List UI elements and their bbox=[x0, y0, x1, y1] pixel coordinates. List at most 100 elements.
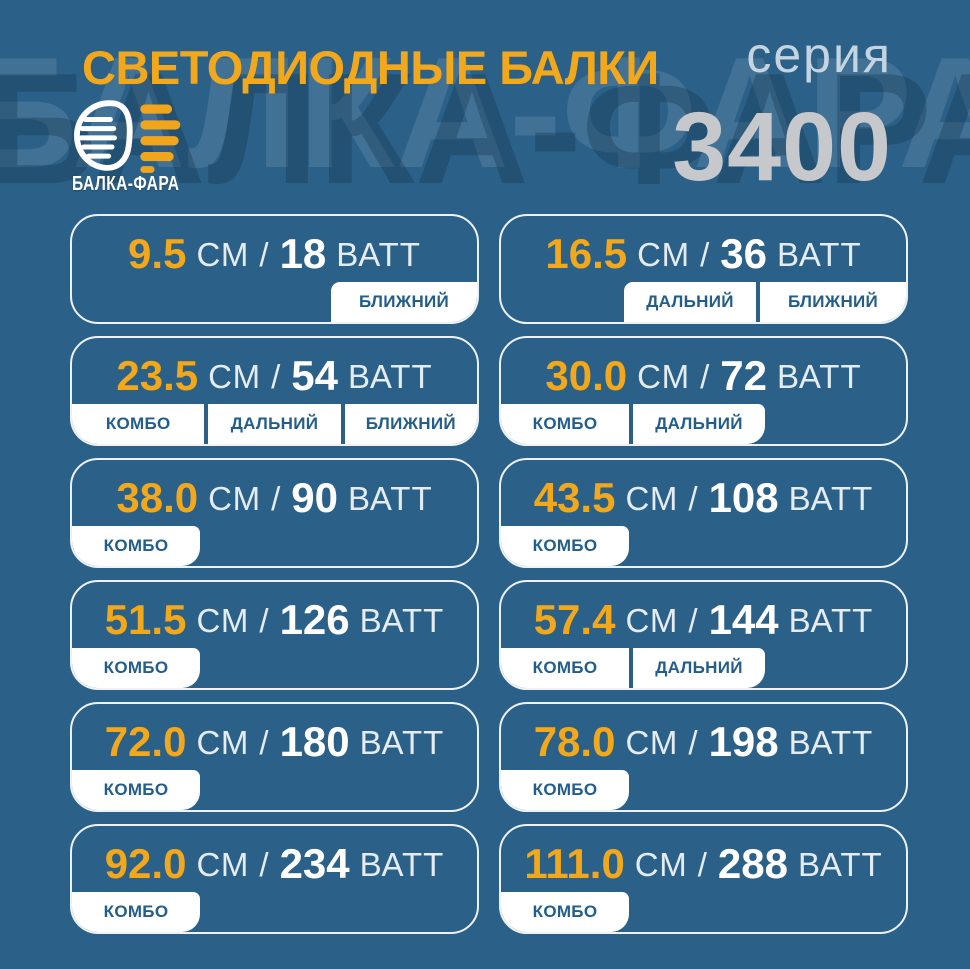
beam-tag: ДАЛЬНИЙ bbox=[633, 404, 765, 444]
spec-separator: / bbox=[688, 601, 699, 639]
beam-tag: КОМБО bbox=[72, 892, 200, 932]
tag-strip: КОМБО bbox=[72, 770, 200, 810]
beam-tag: КОМБО bbox=[72, 404, 205, 444]
watt-value: 144 bbox=[708, 596, 779, 643]
beam-tag: КОМБО bbox=[501, 892, 629, 932]
watt-unit: ВАТТ bbox=[798, 845, 883, 883]
spec-separator: / bbox=[700, 235, 711, 273]
beam-tag: КОМБО bbox=[501, 404, 629, 444]
watt-value: 180 bbox=[279, 718, 350, 765]
tag-strip: КОМБО bbox=[501, 892, 629, 932]
watt-unit: ВАТТ bbox=[359, 723, 445, 761]
watt-unit: ВАТТ bbox=[788, 723, 874, 761]
beam-tag: КОМБО bbox=[72, 770, 200, 810]
beam-tag: ДАЛЬНИЙ bbox=[624, 282, 756, 322]
size-value: 43.5 bbox=[533, 474, 616, 521]
spec-line: 72.0 СМ / 180 ВАТТ bbox=[72, 704, 477, 775]
spec-separator: / bbox=[259, 601, 270, 639]
watt-value: 288 bbox=[717, 840, 788, 887]
product-card: 16.5 СМ / 36 ВАТТ ДАЛЬНИЙ БЛИЖНИЙ bbox=[499, 214, 908, 324]
size-value: 51.5 bbox=[104, 596, 187, 643]
tag-strip: КОМБО bbox=[72, 526, 200, 566]
cards-grid: 9.5 СМ / 18 ВАТТ БЛИЖНИЙ 16.5 СМ / 36 ВА… bbox=[70, 214, 908, 934]
product-card: 57.4 СМ / 144 ВАТТ КОМБО ДАЛЬНИЙ bbox=[499, 580, 908, 690]
size-unit: СМ bbox=[637, 357, 691, 395]
brand-logo: БАЛКА-ФАРА bbox=[72, 98, 210, 196]
beam-tag: БЛИЖНИЙ bbox=[760, 282, 906, 322]
size-value: 30.0 bbox=[545, 352, 628, 399]
tag-strip: ДАЛЬНИЙ БЛИЖНИЙ bbox=[624, 282, 906, 322]
beam-tag: КОМБО bbox=[72, 526, 200, 566]
size-unit: СМ bbox=[208, 357, 262, 395]
size-unit: СМ bbox=[637, 235, 691, 273]
watt-value: 36 bbox=[720, 230, 767, 277]
watt-value: 108 bbox=[708, 474, 779, 521]
spec-line: 38.0 СМ / 90 ВАТТ bbox=[72, 460, 477, 531]
watt-value: 234 bbox=[279, 840, 350, 887]
size-unit: СМ bbox=[208, 479, 262, 517]
page-title: СВЕТОДИОДНЫЕ БАЛКИ bbox=[82, 41, 659, 94]
product-card: 43.5 СМ / 108 ВАТТ КОМБО bbox=[499, 458, 908, 568]
spec-line: 43.5 СМ / 108 ВАТТ bbox=[501, 460, 906, 531]
spec-line: 78.0 СМ / 198 ВАТТ bbox=[501, 704, 906, 775]
watt-value: 126 bbox=[279, 596, 350, 643]
size-unit: СМ bbox=[634, 845, 688, 883]
headlamp-icon bbox=[74, 100, 181, 173]
product-card: 92.0 СМ / 234 ВАТТ КОМБО bbox=[70, 824, 479, 934]
product-card: 9.5 СМ / 18 ВАТТ БЛИЖНИЙ bbox=[70, 214, 479, 324]
spec-separator: / bbox=[259, 845, 270, 883]
size-value: 23.5 bbox=[116, 352, 199, 399]
watt-unit: ВАТТ bbox=[336, 235, 421, 273]
size-value: 57.4 bbox=[533, 596, 616, 643]
spec-line: 23.5 СМ / 54 ВАТТ bbox=[72, 338, 477, 409]
tag-strip: КОМБО bbox=[501, 526, 629, 566]
watt-unit: ВАТТ bbox=[347, 357, 433, 395]
product-card: 30.0 СМ / 72 ВАТТ КОМБО ДАЛЬНИЙ bbox=[499, 336, 908, 446]
size-value: 38.0 bbox=[116, 474, 199, 521]
spec-separator: / bbox=[271, 357, 282, 395]
beam-tag: ДАЛЬНИЙ bbox=[633, 648, 765, 688]
watt-value: 18 bbox=[279, 230, 327, 277]
spec-line: 51.5 СМ / 126 ВАТТ bbox=[72, 582, 477, 653]
watt-unit: ВАТТ bbox=[776, 235, 862, 273]
beam-tag: ДАЛЬНИЙ bbox=[208, 404, 341, 444]
watt-unit: ВАТТ bbox=[347, 479, 433, 517]
size-value: 78.0 bbox=[533, 718, 616, 765]
product-card: 51.5 СМ / 126 ВАТТ КОМБО bbox=[70, 580, 479, 690]
product-card: 23.5 СМ / 54 ВАТТ КОМБО ДАЛЬНИЙ БЛИЖНИЙ bbox=[70, 336, 479, 446]
spec-separator: / bbox=[697, 845, 708, 883]
tag-strip: КОМБО ДАЛЬНИЙ bbox=[501, 404, 765, 444]
watt-unit: ВАТТ bbox=[776, 357, 862, 395]
tag-strip: БЛИЖНИЙ bbox=[331, 282, 477, 322]
tag-strip: КОМБО ДАЛЬНИЙ bbox=[501, 648, 765, 688]
spec-line: 30.0 СМ / 72 ВАТТ bbox=[501, 338, 906, 409]
spec-separator: / bbox=[700, 357, 711, 395]
size-unit: СМ bbox=[196, 845, 250, 883]
watt-value: 198 bbox=[708, 718, 779, 765]
size-value: 72.0 bbox=[104, 718, 187, 765]
product-card: 38.0 СМ / 90 ВАТТ КОМБО bbox=[70, 458, 479, 568]
series-block: серия 3400 bbox=[672, 30, 892, 195]
beam-tag: БЛИЖНИЙ bbox=[331, 282, 477, 322]
watt-unit: ВАТТ bbox=[788, 601, 874, 639]
tag-strip: КОМБО bbox=[72, 648, 200, 688]
watt-unit: ВАТТ bbox=[359, 845, 445, 883]
tag-strip: КОМБО ДАЛЬНИЙ БЛИЖНИЙ bbox=[72, 404, 477, 444]
watt-value: 54 bbox=[291, 352, 338, 399]
spec-line: 16.5 СМ / 36 ВАТТ bbox=[501, 216, 906, 287]
spec-separator: / bbox=[688, 723, 699, 761]
spec-separator: / bbox=[271, 479, 282, 517]
spec-separator: / bbox=[259, 723, 270, 761]
spec-separator: / bbox=[688, 479, 699, 517]
tag-strip: КОМБО bbox=[501, 770, 629, 810]
product-card: 72.0 СМ / 180 ВАТТ КОМБО bbox=[70, 702, 479, 812]
spec-line: 111.0 СМ / 288 ВАТТ bbox=[501, 826, 906, 897]
size-unit: СМ bbox=[196, 723, 250, 761]
watt-unit: ВАТТ bbox=[788, 479, 874, 517]
beam-tag: КОМБО bbox=[501, 770, 629, 810]
series-number: 3400 bbox=[672, 92, 892, 201]
size-unit: СМ bbox=[625, 723, 679, 761]
spec-line: 92.0 СМ / 234 ВАТТ bbox=[72, 826, 477, 897]
product-card: 78.0 СМ / 198 ВАТТ КОМБО bbox=[499, 702, 908, 812]
watt-unit: ВАТТ bbox=[359, 601, 445, 639]
